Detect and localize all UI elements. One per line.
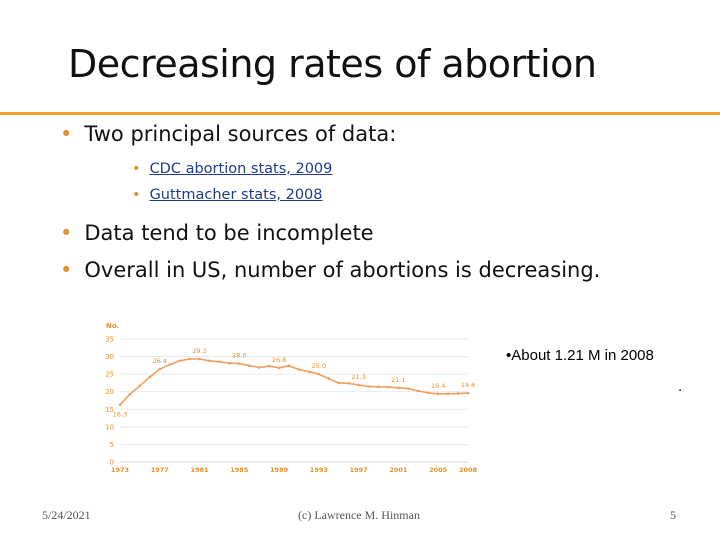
y-tick-label: 10	[105, 423, 114, 431]
data-point	[168, 363, 172, 366]
data-point	[247, 364, 251, 368]
data-point	[138, 384, 142, 388]
data-point	[277, 366, 281, 370]
data-point	[367, 385, 370, 388]
y-axis-label: No.	[106, 322, 119, 330]
data-point	[456, 392, 460, 395]
data-point	[148, 375, 152, 379]
abortion-rate-chart: No. 0 5 10 15 20 25 30 35 1973 1977 1981 1985 1989 199…	[96, 314, 488, 482]
bullet-glyph: •	[60, 258, 73, 282]
data-label: 28.0	[232, 352, 246, 360]
x-tick-label: 2005	[429, 466, 448, 474]
footer-credit: (c) Lawrence M. Hinman	[298, 508, 420, 522]
data-label: 19.6	[461, 381, 475, 389]
data-point	[158, 367, 162, 371]
data-point	[218, 360, 221, 364]
data-point	[377, 385, 380, 389]
data-point	[238, 362, 241, 365]
x-tick-label: 1985	[230, 466, 249, 474]
chart-svg: No. 0 5 10 15 20 25 30 35 1973 1977 1981 1985 1989 199…	[105, 322, 478, 474]
bullet-glyph: •	[132, 187, 141, 203]
bullet-glyph: •	[60, 221, 73, 245]
data-point	[407, 387, 410, 390]
data-point	[337, 381, 341, 385]
y-tick-label: 35	[105, 336, 114, 344]
footer-date: 5/24/2021	[42, 508, 91, 522]
note-dot: .	[678, 378, 683, 395]
sub-bullet-item: • Guttmacher stats, 2008	[132, 187, 323, 203]
data-point	[188, 357, 191, 361]
data-point	[397, 386, 400, 390]
data-point	[118, 403, 122, 407]
data-point	[257, 366, 261, 369]
data-point	[327, 377, 331, 381]
data-point	[198, 357, 201, 361]
data-label: 21.3	[351, 373, 365, 381]
x-tick-label: 1977	[151, 466, 169, 474]
data-point	[347, 381, 350, 385]
bullet-glyph: •	[60, 122, 73, 146]
x-tick-label: 1981	[190, 466, 209, 474]
data-label: 29.3	[192, 347, 206, 355]
data-label: 25.0	[312, 362, 326, 370]
data-label: 26.4	[153, 357, 167, 365]
data-point	[178, 359, 181, 363]
note-text: •About 1.21 M in 2008	[506, 347, 654, 364]
bullet-text: Data tend to be incomplete	[84, 221, 374, 245]
data-point	[208, 359, 211, 363]
data-label: 19.4	[431, 382, 445, 390]
y-tick-label: 20	[105, 388, 114, 396]
footer-page-number: 5	[670, 508, 676, 522]
data-label: 16.3	[113, 411, 127, 419]
data-point	[357, 383, 360, 387]
x-tick-label: 1973	[111, 466, 129, 474]
data-point	[446, 392, 450, 396]
bullet-item: • Overall in US, number of abortions is d…	[60, 258, 600, 282]
data-label: 21.1	[391, 376, 405, 384]
series-line	[119, 358, 469, 406]
data-point	[416, 389, 420, 393]
y-tick-label: 5	[110, 441, 114, 449]
y-tick-label: 30	[105, 353, 114, 361]
y-tick-label: 15	[105, 406, 114, 414]
data-point	[267, 364, 271, 368]
guttmacher-stats-link[interactable]: Guttmacher stats, 2008	[149, 187, 323, 203]
bullet-text: Two principal sources of data:	[84, 122, 397, 146]
slide-title: Decreasing rates of abortion	[68, 42, 597, 86]
data-point	[436, 392, 440, 396]
data-point	[466, 391, 470, 395]
data-point	[228, 361, 231, 365]
bullet-item: • Data tend to be incomplete	[60, 221, 374, 245]
bullet-item: • Two principal sources of data:	[60, 122, 396, 146]
x-tick-label: 1997	[350, 466, 368, 474]
x-tick-label: 2008	[459, 466, 478, 474]
data-point	[317, 372, 321, 376]
bullet-text: Overall in US, number of abortions is de…	[84, 258, 601, 282]
data-point	[297, 368, 301, 371]
y-tick-label: 25	[105, 371, 114, 379]
bullet-glyph: •	[132, 161, 141, 177]
data-point	[307, 370, 311, 373]
data-point	[387, 385, 390, 389]
data-label: 26.8	[272, 356, 286, 364]
x-tick-label: 2001	[389, 466, 408, 474]
data-point	[426, 391, 430, 395]
data-point	[128, 392, 132, 396]
x-tick-label: 1993	[310, 466, 328, 474]
sub-bullet-item: • CDC abortion stats, 2009	[132, 161, 332, 177]
title-divider	[0, 112, 720, 115]
y-tick-label: 0	[110, 459, 114, 467]
data-point	[287, 364, 291, 368]
cdc-stats-link[interactable]: CDC abortion stats, 2009	[149, 161, 333, 177]
x-tick-label: 1989	[270, 466, 289, 474]
